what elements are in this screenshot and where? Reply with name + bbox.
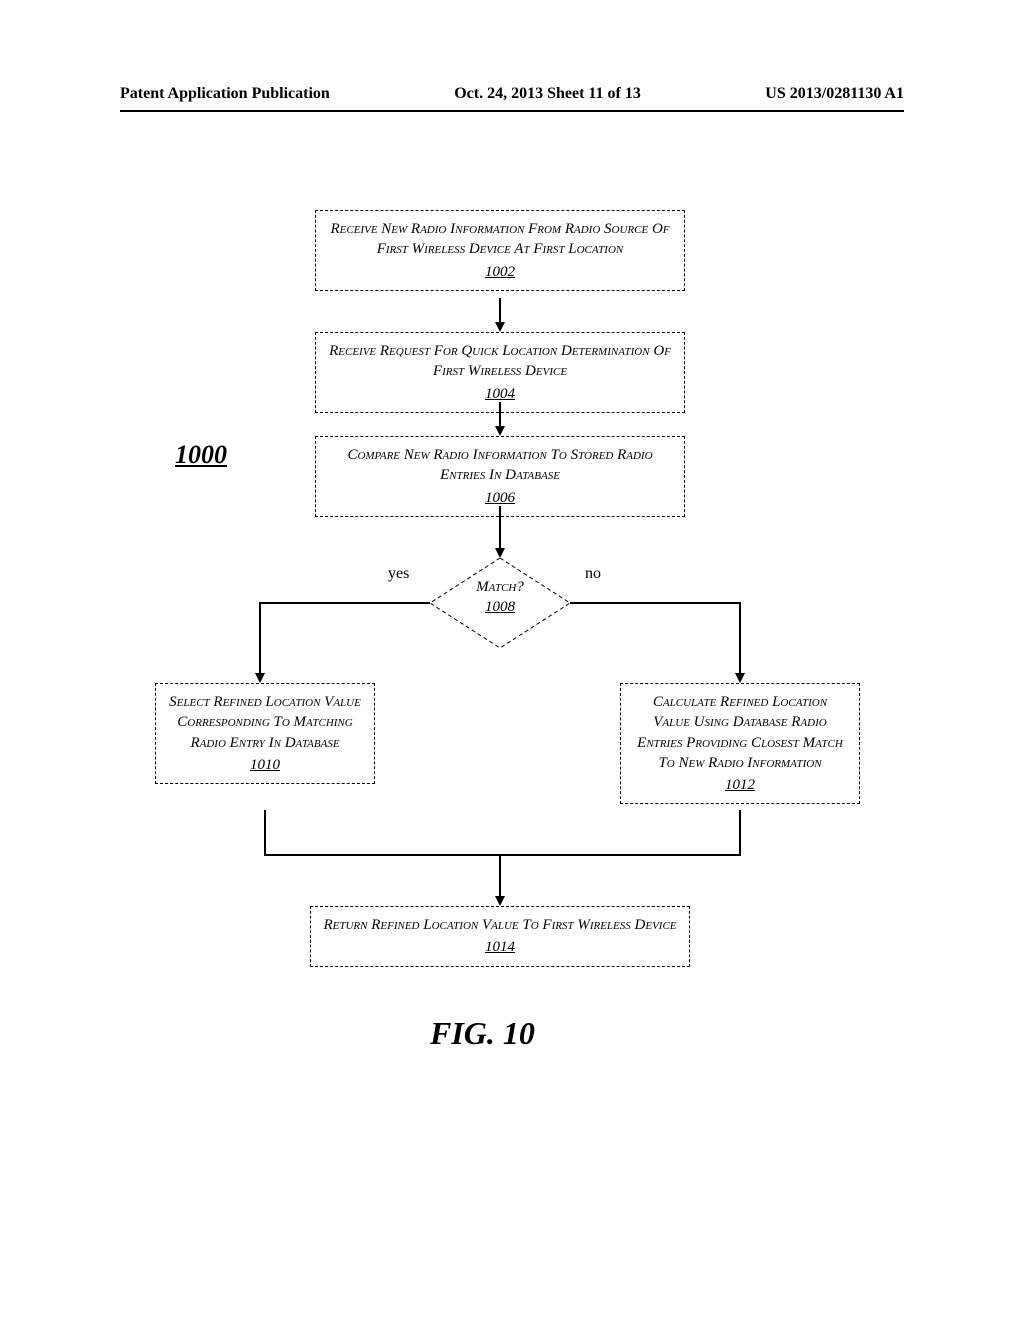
arrow-no (560, 603, 780, 683)
box-1006-text: Compare New Radio Information To Stored … (347, 447, 652, 483)
box-1010-text: Select Refined Location Value Correspond… (169, 694, 361, 751)
box-1010: Select Refined Location Value Correspond… (155, 683, 375, 784)
edge-label-no: no (585, 565, 601, 583)
box-1002-text: Receive New Radio Information From Radio… (331, 221, 670, 257)
decision-1008-text: Match? (476, 579, 524, 595)
box-1010-ref: 1010 (168, 755, 362, 775)
arrow-1006-1008 (498, 506, 502, 558)
box-1014-text: Return Refined Location Value To First W… (323, 917, 676, 933)
arrow-1004-1006 (498, 402, 502, 436)
decision-1008-text-wrap: Match? 1008 (450, 578, 550, 617)
decision-1008-ref: 1008 (450, 598, 550, 618)
header-left: Patent Application Publication (120, 85, 330, 103)
edge-label-yes: yes (388, 565, 409, 583)
arrow-merge (160, 810, 860, 910)
box-1012-ref: 1012 (633, 775, 847, 795)
box-1004-text: Receive Request For Quick Location Deter… (329, 343, 671, 379)
header-rule (120, 110, 904, 112)
page-header: Patent Application Publication Oct. 24, … (120, 85, 904, 103)
box-1006-ref: 1006 (328, 488, 672, 508)
box-1012-text: Calculate Refined Location Value Using D… (637, 694, 843, 771)
box-1002: Receive New Radio Information From Radio… (315, 210, 685, 291)
box-1004-ref: 1004 (328, 384, 672, 404)
figure-caption: FIG. 10 (430, 1015, 535, 1052)
header-mid: Oct. 24, 2013 Sheet 11 of 13 (454, 85, 641, 103)
box-1006: Compare New Radio Information To Stored … (315, 436, 685, 517)
figure-label: 1000 (175, 440, 227, 470)
arrow-yes (160, 603, 440, 683)
box-1002-ref: 1002 (328, 262, 672, 282)
header-right: US 2013/0281130 A1 (765, 85, 904, 103)
arrow-1002-1004 (498, 298, 502, 332)
box-1004: Receive Request For Quick Location Deter… (315, 332, 685, 413)
box-1012: Calculate Refined Location Value Using D… (620, 683, 860, 804)
box-1014: Return Refined Location Value To First W… (310, 906, 690, 967)
box-1014-ref: 1014 (323, 937, 677, 957)
